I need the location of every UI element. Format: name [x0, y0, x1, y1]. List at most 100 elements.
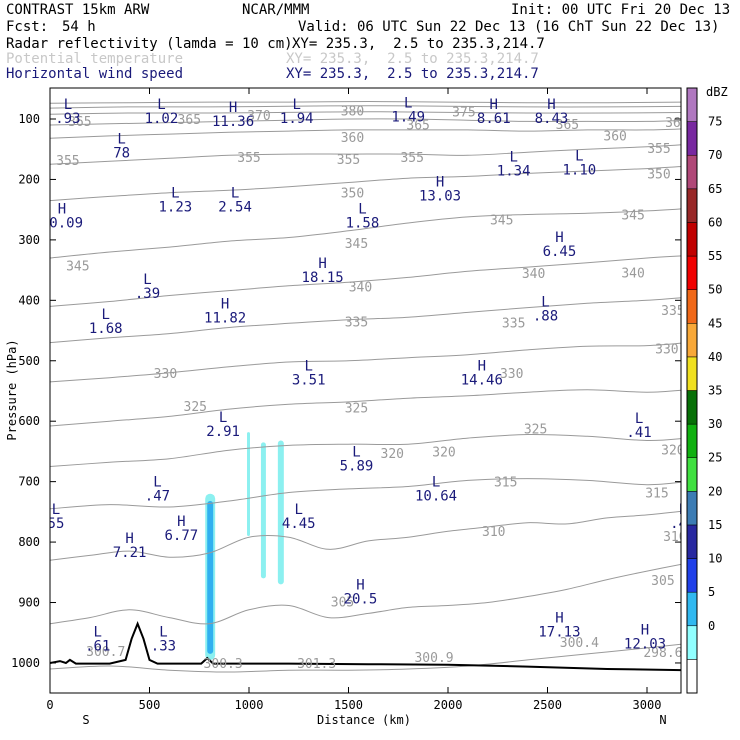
theta-label: 335: [661, 304, 684, 319]
theta-label: 380: [341, 105, 364, 120]
theta-label: 345: [621, 208, 644, 223]
wind-extremum-value: 3.51: [292, 373, 326, 389]
x-tick-label: 2500: [533, 698, 562, 712]
y-tick-label: 300: [18, 233, 40, 247]
wind-extremum-value: 1.58: [346, 215, 380, 231]
colorbar-level-label: 45: [708, 316, 722, 330]
terrain-line: [50, 620, 681, 672]
theta-label: 355: [237, 151, 260, 166]
wind-extremum-value: .88: [533, 309, 558, 325]
colorbar-swatch: [686, 154, 698, 190]
wind-extremum-value: 20.5: [344, 591, 378, 607]
wind-extremum-value: .41: [626, 425, 651, 441]
wind-extremum-value: .93: [55, 111, 80, 127]
theta-contour: [50, 563, 681, 625]
theta-label: 355: [400, 151, 423, 166]
wind-extremum-mark: L: [304, 359, 312, 375]
wind-extremum-mark: L: [509, 149, 517, 165]
theta-label: 355: [647, 142, 670, 157]
colorbar-frame: [686, 87, 698, 694]
x-tick-label: 3000: [633, 698, 662, 712]
wind-extremum-value: 1.34: [497, 163, 531, 179]
theta-contour: [50, 255, 681, 307]
reflectivity-cell: [277, 440, 284, 585]
theta-label: 375: [452, 106, 475, 121]
theta-label: 335: [345, 315, 368, 330]
x-tick-label: 1500: [334, 698, 363, 712]
theta-label: 300.3: [204, 657, 243, 672]
wind-extremum-mark: L: [159, 625, 167, 641]
theta-label: 360: [603, 129, 626, 144]
init-time: Init: 00 UTC Fri 20 Dec 13: [511, 2, 731, 18]
wind-extremum-value: 11.36: [212, 114, 254, 130]
wind-extremum-mark: H: [177, 514, 185, 530]
wind-extremum-mark: L: [575, 148, 583, 164]
colorbar-level-label: 30: [708, 417, 722, 431]
y-tick-label: 500: [18, 354, 40, 368]
wind-extremum-mark: H: [318, 256, 326, 272]
colorbar-unit: dBZ: [706, 85, 728, 99]
wind-extremum-value: .48: [670, 516, 695, 532]
wind-extremum-value: .39: [135, 286, 160, 302]
colorbar-level-label: 65: [708, 182, 722, 196]
theta-label: 365: [68, 115, 91, 130]
colorbar-swatch: [686, 121, 698, 156]
theta-label: 365: [556, 118, 579, 133]
wind-extremum-value: 2.54: [218, 200, 252, 216]
theta-label: 298.6: [643, 646, 682, 661]
wind-extremum-value: .33: [151, 639, 176, 655]
reflectivity-cell: [247, 432, 250, 537]
wind-extremum-mark: L: [352, 444, 360, 460]
theta-label: 305: [331, 595, 354, 610]
wind-extremum-value: 5.89: [340, 458, 374, 474]
wind-extremum-value: 1.23: [159, 200, 193, 216]
wind-extremum-mark: L: [293, 97, 301, 113]
theta-label: 320: [432, 445, 455, 460]
wind-extremum-value: 2.91: [206, 424, 240, 440]
field-reflectivity: Radar reflectivity (lamda = 10 cm): [6, 36, 293, 52]
theta-label: 340: [349, 280, 372, 295]
y-tick-label: 100: [18, 112, 40, 126]
wind-extremum-value: 1.02: [145, 111, 179, 127]
wind-extremum-mark: L: [635, 411, 643, 427]
colorbar-swatch: [686, 390, 698, 425]
reflectivity-cell: [260, 442, 266, 579]
wind-extremum-value: .47: [145, 489, 170, 505]
wind-extremum-value: 11.82: [204, 310, 246, 326]
wind-extremum-mark: L: [94, 625, 102, 641]
wind-extremum-mark: L: [117, 131, 125, 147]
theta-label: 315: [645, 487, 668, 502]
colorbar-swatch: [686, 222, 698, 257]
wind-extremum-value: 8.61: [477, 111, 511, 127]
theta-label: 310: [482, 525, 505, 540]
theta-contour: [50, 128, 681, 139]
colorbar-level-label: 20: [708, 484, 722, 498]
theta-label: 330: [154, 367, 177, 382]
colorbar-level-label: 15: [708, 518, 722, 532]
y-tick-label: 800: [18, 535, 40, 549]
colorbar-level-label: 35: [708, 384, 722, 398]
y-tick-label: 700: [18, 475, 40, 489]
field-theta-xy: XY= 235.3, 2.5 to 235.3,214.7: [286, 51, 539, 67]
wind-extremum-value: 6.77: [164, 528, 198, 544]
wind-extremum-mark: L: [295, 502, 303, 518]
theta-contour: [50, 342, 681, 383]
wind-extremum-value: 10.09: [41, 215, 83, 231]
colorbar-swatch: [686, 491, 698, 526]
theta-label: 320: [661, 444, 684, 459]
x-axis-label: Distance (km): [317, 713, 411, 727]
wind-extremum-mark: L: [219, 410, 227, 426]
wind-extremum-value: 1.49: [391, 110, 425, 126]
wind-extremum-mark: L: [231, 186, 239, 202]
colorbar-level-label: 60: [708, 215, 722, 229]
wind-extremum-mark: H: [58, 201, 66, 217]
wind-extremum-mark: L: [153, 475, 161, 491]
theta-label: 335: [502, 317, 525, 332]
reflectivity-cell: [207, 500, 214, 654]
theta-contour: [50, 433, 681, 467]
x-tick-label: 500: [139, 698, 161, 712]
y-axis-label: Pressure (hPa): [5, 339, 19, 440]
theta-contour: [50, 208, 681, 259]
wind-extremum-mark: L: [157, 97, 165, 113]
